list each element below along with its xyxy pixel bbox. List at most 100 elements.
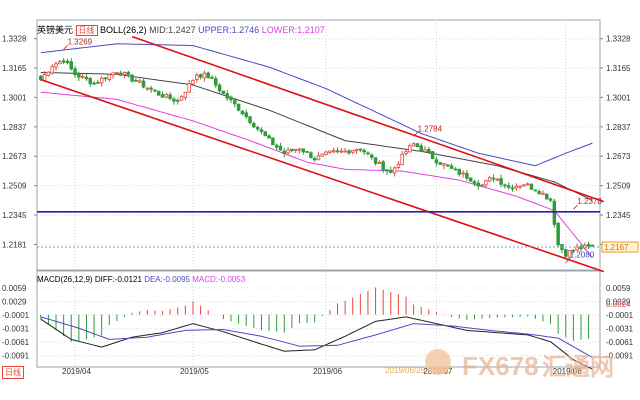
annotation-pointer	[565, 258, 571, 263]
candle-body	[92, 82, 96, 85]
macd-title: MACD(26,12,9)	[37, 275, 93, 284]
watermark-date: 2019/06/25 星期二	[385, 366, 451, 375]
candle-body	[396, 163, 401, 168]
candle-body	[472, 181, 477, 184]
macd-tick-label-left: -0.0061	[2, 338, 30, 347]
candle-body	[107, 74, 112, 80]
candle-body	[537, 190, 541, 194]
y-tick-label-left: 1.3001	[2, 93, 27, 102]
candle-body	[179, 96, 184, 101]
current-price-label: 1.2167	[604, 243, 629, 252]
candle-body	[77, 73, 81, 78]
candle-body	[590, 244, 595, 247]
candle-body	[236, 103, 241, 111]
candle-body	[278, 145, 283, 151]
candle-body	[297, 148, 302, 151]
y-tick-label-right: 1.3165	[606, 64, 631, 73]
candle-body	[468, 177, 473, 182]
candle-body	[248, 116, 252, 124]
candle-body	[255, 127, 260, 130]
macd-tick-label-right: -0.0031	[606, 325, 634, 334]
candle-body	[556, 222, 560, 246]
candle-body	[69, 61, 73, 70]
candle-body	[58, 61, 62, 65]
candle-body	[495, 178, 500, 181]
macd-tick-label-right: 0.0029	[606, 298, 631, 307]
candle-body	[134, 79, 138, 82]
candle-body	[545, 193, 549, 200]
candle-body	[548, 198, 553, 201]
candle-body	[586, 244, 591, 247]
macd-tick-label-left: -0.0031	[2, 325, 30, 334]
candle-body	[42, 74, 47, 82]
macd-marker-label: 0.0024	[606, 300, 631, 309]
candle-body	[499, 178, 503, 185]
candle-body	[373, 157, 378, 164]
candle-body	[290, 148, 294, 152]
candle-body	[503, 184, 507, 187]
candle-body	[522, 184, 526, 187]
candle-body	[141, 80, 146, 88]
price-annotation: 1.2378	[577, 197, 602, 206]
trend-channel-line	[40, 78, 605, 273]
candle-body	[320, 153, 325, 157]
candle-body	[126, 71, 131, 75]
candle-body	[305, 151, 309, 153]
x-tick-label: 2019/06	[313, 367, 342, 376]
y-tick-label-right: 1.2345	[606, 211, 631, 220]
candle-body	[293, 149, 298, 151]
candle-body	[130, 74, 134, 82]
candle-body	[50, 66, 54, 74]
candle-body	[541, 192, 545, 195]
candle-body	[271, 137, 275, 146]
macd-diff-line	[40, 316, 593, 370]
candle-body	[529, 183, 534, 190]
candle-body	[487, 177, 492, 182]
candle-body	[347, 150, 351, 154]
macd-tick-label-left: -0.0091	[2, 352, 30, 361]
candle-body	[202, 72, 207, 79]
candle-body	[370, 154, 374, 158]
trend-channel-line	[131, 35, 605, 203]
boll-lower-line	[40, 91, 593, 259]
candle-body	[453, 168, 458, 171]
y-tick-label-left: 1.2509	[2, 182, 27, 191]
macd-tick-label-left: 0.0059	[2, 284, 27, 293]
candle-body	[282, 150, 286, 154]
candle-body	[510, 187, 515, 190]
y-tick-label-left: 1.2345	[2, 211, 27, 220]
candle-body	[118, 72, 123, 76]
candle-body	[168, 94, 172, 99]
y-tick-label-left: 1.2837	[2, 123, 27, 132]
candle-body	[88, 78, 92, 85]
candle-body	[54, 63, 58, 68]
symbol-label: 英镑美元	[37, 25, 74, 35]
candle-body	[366, 152, 370, 155]
candle-body	[427, 148, 431, 153]
candle-body	[137, 80, 142, 83]
candle-body	[61, 60, 66, 63]
period-switch-button[interactable]: 日线	[2, 366, 24, 379]
macd-tick-label-left: 0.0029	[2, 298, 27, 307]
candle-body	[221, 90, 226, 94]
candle-body	[423, 149, 427, 152]
candle-body	[244, 112, 248, 118]
candle-body	[392, 167, 397, 174]
candle-body	[156, 90, 161, 96]
candle-body	[343, 150, 347, 153]
candle-body	[176, 99, 180, 102]
candle-body	[316, 155, 321, 161]
candle-body	[335, 150, 340, 153]
candle-body	[525, 183, 530, 186]
x-tick-label: 2019/05	[180, 367, 209, 376]
current-price-box	[601, 241, 639, 253]
period-badge[interactable]: 日线	[75, 25, 98, 36]
annotation-pointer	[63, 45, 68, 50]
candle-body	[153, 89, 157, 92]
watermark-logo-icon	[425, 349, 451, 375]
candle-body	[99, 77, 104, 84]
candle-body	[73, 68, 77, 76]
candle-body	[80, 75, 85, 78]
candle-body	[267, 135, 271, 139]
